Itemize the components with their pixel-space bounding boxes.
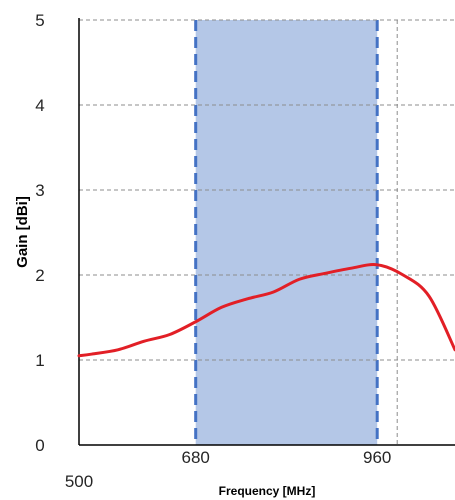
x-tick-label-960: 960 bbox=[363, 448, 391, 467]
y-tick-label-4: 4 bbox=[35, 96, 44, 115]
y-tick-label-1: 1 bbox=[35, 351, 44, 370]
y-tick-label-0: 0 bbox=[35, 436, 44, 455]
x-tick-label-500: 500 bbox=[65, 472, 93, 491]
y-tick-label-2: 2 bbox=[35, 266, 44, 285]
highlight-band bbox=[195, 20, 378, 445]
x-axis-title: Frequency [MHz] bbox=[219, 484, 316, 498]
y-tick-label-3: 3 bbox=[35, 181, 44, 200]
y-tick-label-5: 5 bbox=[35, 11, 44, 30]
y-axis-title: Gain [dBi] bbox=[14, 196, 31, 268]
x-tick-label-680: 680 bbox=[182, 448, 210, 467]
series-line-0 bbox=[77, 263, 455, 358]
